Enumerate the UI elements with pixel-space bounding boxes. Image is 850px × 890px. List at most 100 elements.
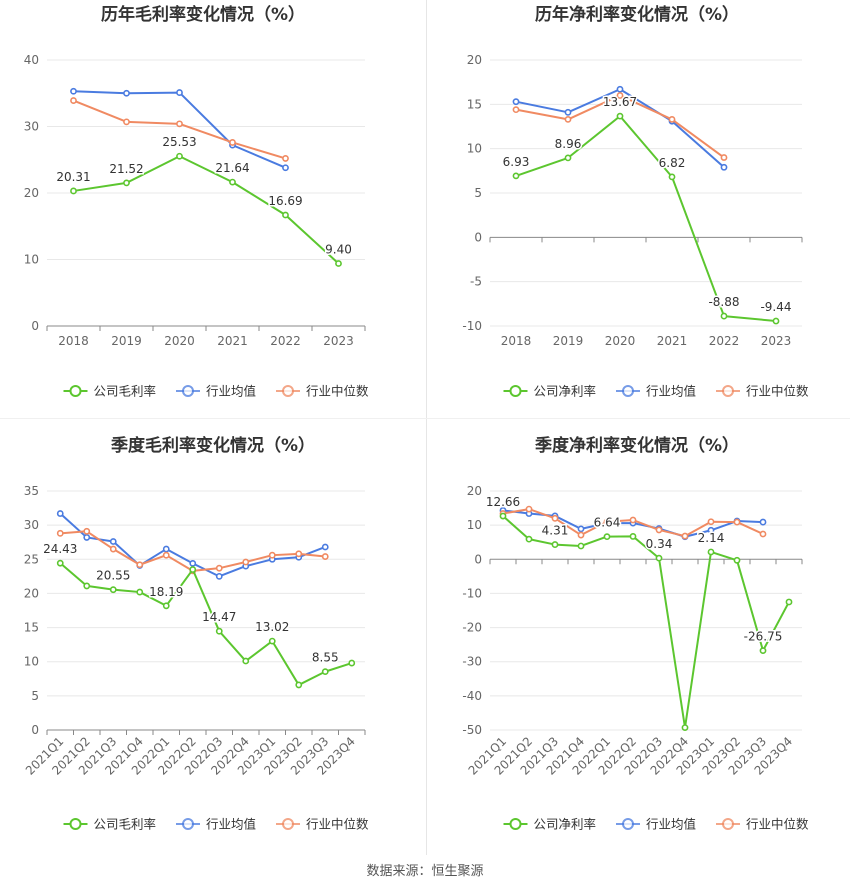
legend-swatch-marker bbox=[69, 385, 82, 397]
y-tick-label: 15 bbox=[24, 621, 39, 635]
data-label: 21.64 bbox=[215, 161, 249, 175]
data-point bbox=[603, 518, 611, 526]
data-point bbox=[616, 112, 624, 120]
series-公司净利率: 12.66 4.31 6.64 0.34 2.14 -26.75 bbox=[484, 494, 793, 732]
x-tick-label: 2023 bbox=[761, 334, 792, 348]
data-point bbox=[56, 529, 64, 537]
series-line bbox=[73, 99, 286, 160]
data-point bbox=[70, 97, 77, 104]
data-point bbox=[564, 116, 572, 123]
data-label: 18.19 bbox=[149, 585, 183, 599]
data-point bbox=[512, 172, 520, 180]
data-label: -26.75 bbox=[744, 630, 783, 644]
data-label: 14.47 bbox=[202, 610, 236, 624]
x-tick-label: 2019 bbox=[111, 334, 142, 348]
legend-label: 公司毛利率 bbox=[94, 817, 157, 832]
legend: 公司毛利率 行业均值 行业中位数 bbox=[63, 817, 369, 832]
x-tick-label: 2020 bbox=[164, 334, 195, 348]
legend-swatch-marker bbox=[722, 818, 734, 830]
x-tick-label: 2022 bbox=[709, 334, 740, 348]
legend: 公司毛利率 行业均值 行业中位数 bbox=[63, 384, 369, 399]
y-tick-label: 40 bbox=[24, 53, 39, 67]
data-point bbox=[564, 108, 572, 116]
legend-label: 行业均值 bbox=[646, 384, 696, 399]
series-行业中位数 bbox=[512, 92, 728, 161]
data-point bbox=[785, 598, 793, 606]
data-point bbox=[720, 163, 728, 171]
data-point bbox=[295, 681, 303, 689]
data-point bbox=[242, 657, 250, 665]
x-tick-label: 2020 bbox=[605, 334, 636, 348]
data-label: 16.69 bbox=[268, 194, 302, 208]
y-tick-label: -10 bbox=[462, 319, 482, 333]
x-tick-label: 2018 bbox=[501, 334, 532, 348]
x-tick-label: 2021 bbox=[657, 334, 688, 348]
legend-label: 行业均值 bbox=[206, 384, 256, 399]
legend: 公司净利率 行业均值 行业中位数 bbox=[503, 384, 809, 399]
data-point bbox=[162, 551, 170, 559]
data-point bbox=[136, 561, 144, 569]
series-line bbox=[73, 155, 340, 265]
chart-title: 季度毛利率变化情况（%） bbox=[111, 435, 315, 456]
chart-3: 季度毛利率变化情况（%）051015202530352021Q12021Q220… bbox=[23, 435, 369, 832]
chart-2: 历年净利率变化情况（%） -10 -5 0 5 10 15 20 2018 2019 2020 202… bbox=[462, 4, 809, 399]
legend-swatch-marker bbox=[622, 818, 634, 830]
data-point bbox=[668, 173, 676, 181]
data-point bbox=[189, 566, 197, 573]
y-tick-label: 5 bbox=[31, 689, 39, 703]
data-point bbox=[525, 535, 533, 543]
y-tick-label: 35 bbox=[24, 484, 39, 498]
legend-label: 行业中位数 bbox=[746, 384, 809, 399]
legend-label: 公司净利率 bbox=[534, 384, 597, 399]
legend-swatch-marker bbox=[722, 385, 734, 397]
y-tick-label: 20 bbox=[467, 484, 482, 498]
data-label: 13.02 bbox=[255, 620, 289, 634]
data-point bbox=[577, 531, 585, 539]
data-point bbox=[707, 518, 715, 526]
data-point bbox=[348, 659, 356, 667]
y-tick-label: 30 bbox=[24, 518, 39, 532]
data-point bbox=[577, 525, 585, 533]
data-point bbox=[525, 505, 533, 513]
x-tick-label: 2023 bbox=[323, 334, 354, 348]
y-tick-label: 10 bbox=[467, 518, 482, 532]
data-point bbox=[109, 538, 117, 545]
legend-label: 公司毛利率 bbox=[94, 384, 157, 399]
y-tick-label: 20 bbox=[24, 586, 39, 600]
data-point bbox=[655, 554, 663, 562]
series-line bbox=[59, 562, 353, 686]
data-label: 20.55 bbox=[96, 569, 130, 583]
data-point bbox=[772, 317, 780, 325]
y-tick-label: -30 bbox=[462, 655, 482, 669]
data-point bbox=[176, 152, 183, 160]
data-point bbox=[629, 533, 637, 540]
data-point bbox=[512, 106, 520, 114]
chart-title: 历年净利率变化情况（%） bbox=[535, 4, 739, 25]
y-tick-label: 0 bbox=[474, 230, 482, 244]
y-tick-label: -5 bbox=[470, 275, 482, 289]
legend-swatch-marker bbox=[509, 818, 522, 830]
data-label: 6.93 bbox=[503, 155, 530, 169]
data-label: 12.66 bbox=[486, 495, 520, 509]
data-label: 8.55 bbox=[312, 651, 339, 665]
y-tick-label: 15 bbox=[467, 97, 482, 111]
y-tick-label: 25 bbox=[24, 552, 39, 566]
x-tick-label: 2018 bbox=[58, 334, 89, 348]
data-point bbox=[564, 154, 572, 162]
series-line bbox=[515, 115, 777, 323]
legend-swatch-marker bbox=[182, 385, 194, 397]
legend-swatch-marker bbox=[282, 818, 294, 830]
data-label: 13.67 bbox=[603, 95, 637, 109]
data-point bbox=[268, 637, 276, 645]
y-tick-label: 20 bbox=[24, 186, 39, 200]
data-label: 2.14 bbox=[698, 531, 725, 545]
data-point bbox=[229, 178, 236, 186]
data-point bbox=[83, 534, 91, 541]
data-point bbox=[109, 586, 117, 594]
data-point bbox=[282, 164, 289, 172]
y-tick-label: 5 bbox=[474, 186, 482, 200]
data-point bbox=[512, 98, 520, 106]
data-point bbox=[668, 116, 676, 123]
data-point bbox=[295, 550, 303, 558]
